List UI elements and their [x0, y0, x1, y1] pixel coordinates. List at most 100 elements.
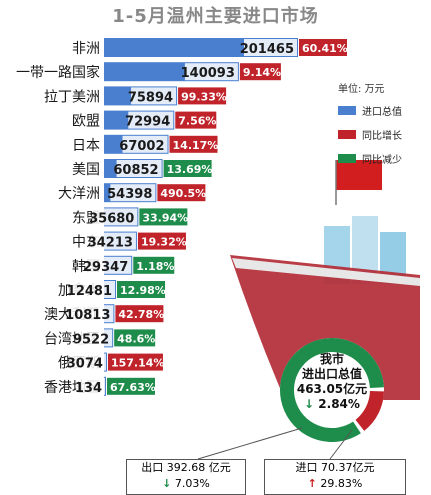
- legend-swatch-green: [338, 154, 356, 163]
- value-label: 201465: [240, 42, 294, 57]
- change-badge: [169, 135, 218, 153]
- legend-label: 同比增长: [362, 131, 402, 142]
- down-arrow-icon: ↓: [304, 397, 315, 411]
- change-badge: [107, 353, 163, 371]
- change-label: 67.63%: [110, 381, 156, 394]
- legend-swatch-blue: [338, 106, 356, 115]
- value-label-bg: [122, 135, 168, 153]
- ship-deck: [232, 258, 420, 286]
- change-badge: [115, 305, 164, 323]
- change-label: 14.17%: [173, 139, 219, 152]
- category-label: 美国: [72, 162, 100, 178]
- legend-item-increase: 同比增长: [338, 127, 430, 142]
- value-label: 9522: [73, 332, 109, 347]
- value-label: 75894: [128, 90, 173, 105]
- change-badge: [107, 377, 155, 395]
- change-badge: [139, 208, 188, 226]
- value-label-bg: [70, 281, 116, 298]
- total-change: ↓ 2.84%: [304, 397, 360, 411]
- export-label: 出口 392.68 亿元: [141, 461, 231, 474]
- import-change: 29.83%: [320, 477, 363, 490]
- category-label: 拉丁美洲: [44, 89, 100, 105]
- change-badge: [157, 184, 206, 202]
- export-callout: 出口 392.68 亿元 ↓ 7.03%: [126, 459, 246, 495]
- value-label: 67002: [119, 139, 164, 154]
- legend: 单位: 万元 进口总值 同比增长 同比减少: [338, 80, 430, 175]
- change-badge: [239, 63, 281, 81]
- change-label: 48.6%: [117, 332, 155, 345]
- legend-swatch-red: [338, 130, 356, 139]
- legend-label: 进口总值: [362, 107, 402, 118]
- change-badge: [133, 256, 175, 274]
- change-label: 60.41%: [302, 42, 348, 55]
- legend-item-decrease: 同比减少: [338, 151, 430, 166]
- category-label: 一带一路国家: [16, 64, 100, 81]
- value-label-bg: [75, 329, 113, 347]
- flag: [336, 160, 382, 190]
- up-arrow-icon: ↑: [307, 477, 317, 490]
- import-leader-line: [329, 429, 353, 460]
- change-label: 490.5%: [160, 187, 206, 200]
- value-label: 10813: [65, 308, 110, 323]
- change-badge: [163, 160, 212, 177]
- change-badge: [299, 39, 347, 56]
- category-label: 大洋洲: [58, 186, 100, 202]
- value-label-bg: [90, 232, 136, 250]
- value-label: 34213: [88, 236, 133, 251]
- value-label: 54398: [107, 187, 152, 202]
- change-label: 42.78%: [118, 308, 164, 321]
- value-label-bg: [76, 377, 105, 395]
- import-label: 进口 70.37亿元: [295, 461, 375, 474]
- change-badge: [137, 232, 186, 250]
- down-arrow-icon: ↓: [162, 477, 172, 490]
- value-label-bg: [244, 39, 297, 56]
- value-label-bg: [68, 305, 114, 323]
- total-line1: 我市: [319, 352, 344, 366]
- change-label: 13.69%: [167, 163, 213, 176]
- legend-label: 同比减少: [362, 155, 402, 166]
- total-summary: 我市 进出口总值 463.05亿元 ↓ 2.84%: [286, 352, 378, 412]
- import-callout: 进口 70.37亿元 ↑ 29.83%: [264, 459, 406, 495]
- value-label: 140093: [181, 66, 235, 81]
- value-label: 3074: [67, 357, 103, 372]
- total-value: 463.05亿元: [296, 382, 368, 396]
- category-label: 欧盟: [72, 114, 100, 130]
- donut-import-segment: [355, 391, 384, 431]
- value-label-bg: [131, 87, 177, 105]
- category-label: 非洲: [72, 41, 100, 57]
- value-label: 60852: [113, 163, 158, 178]
- chart-title: 1-5月温州主要进口市场: [112, 6, 319, 27]
- export-leader-line: [197, 427, 303, 460]
- change-label: 19.32%: [141, 236, 187, 249]
- unit-label: 单位: 万元: [338, 84, 385, 95]
- value-label: 29347: [83, 260, 128, 275]
- category-label: 日本: [72, 138, 100, 154]
- value-label-bg: [68, 353, 106, 371]
- change-label: 12.98%: [120, 284, 166, 297]
- value-label-bg: [116, 160, 162, 177]
- change-label: 99.33%: [181, 90, 227, 103]
- export-change: 7.03%: [174, 477, 210, 490]
- change-label: 1.18%: [136, 260, 174, 273]
- value-label-bg: [184, 63, 238, 81]
- value-label-bg: [128, 111, 174, 129]
- change-badge: [114, 329, 156, 347]
- value-label-bg: [86, 256, 132, 274]
- change-badge: [175, 111, 217, 129]
- value-label-bg: [110, 184, 156, 202]
- value-label: 12481: [67, 284, 112, 299]
- value-label: 35680: [89, 211, 134, 226]
- value-label: 134: [75, 381, 102, 396]
- change-badge: [117, 281, 166, 298]
- total-donut: [197, 338, 384, 460]
- total-line2: 进出口总值: [301, 367, 362, 381]
- legend-item-import-total: 进口总值: [338, 103, 430, 118]
- change-label: 7.56%: [178, 115, 216, 128]
- change-label: 157.14%: [111, 357, 164, 370]
- change-badge: [178, 87, 227, 105]
- value-label: 72994: [125, 115, 170, 130]
- value-label-bg: [92, 208, 138, 226]
- change-label: 33.94%: [142, 211, 188, 224]
- change-label: 9.14%: [243, 66, 281, 79]
